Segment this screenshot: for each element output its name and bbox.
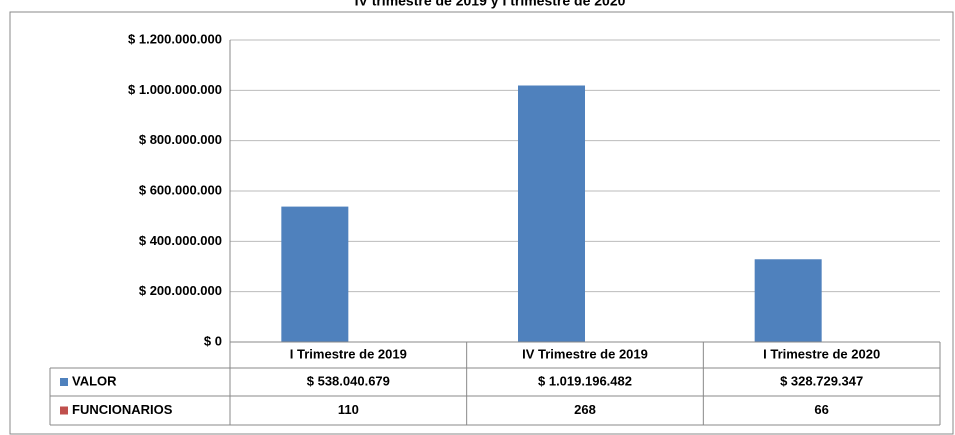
x-tick-label: IV Trimestre de 2019 bbox=[522, 346, 648, 361]
legend-label: VALOR bbox=[72, 373, 117, 388]
legend-swatch bbox=[60, 378, 68, 386]
bar bbox=[518, 85, 585, 342]
bar bbox=[281, 206, 349, 342]
table-cell: 66 bbox=[814, 402, 828, 417]
table-cell: $ 1.019.196.482 bbox=[538, 373, 632, 388]
y-tick-label: $ 600.000.000 bbox=[139, 182, 222, 197]
x-tick-label: I Trimestre de 2019 bbox=[290, 346, 407, 361]
y-tick-label: $ 800.000.000 bbox=[139, 132, 222, 147]
y-tick-label: $ 400.000.000 bbox=[139, 233, 222, 248]
legend-swatch bbox=[60, 406, 68, 415]
table-cell: 110 bbox=[338, 402, 359, 417]
table-cell: 268 bbox=[574, 402, 596, 417]
y-tick-label: $ 0 bbox=[204, 333, 222, 348]
legend-label: FUNCIONARIOS bbox=[72, 402, 173, 417]
y-tick-label: $ 200.000.000 bbox=[139, 283, 222, 298]
chart-frame bbox=[9, 11, 954, 435]
bar bbox=[754, 259, 822, 342]
chart-title: IV trimestre de 2019 y I trimestre de 20… bbox=[355, 0, 626, 9]
table-cell: $ 328.729.347 bbox=[780, 373, 863, 388]
y-tick-label: $ 1.200.000.000 bbox=[128, 31, 222, 46]
table-cell: $ 538.040.679 bbox=[307, 373, 390, 388]
y-tick-label: $ 1.000.000.000 bbox=[128, 82, 222, 97]
x-tick-label: I Trimestre de 2020 bbox=[763, 346, 880, 361]
